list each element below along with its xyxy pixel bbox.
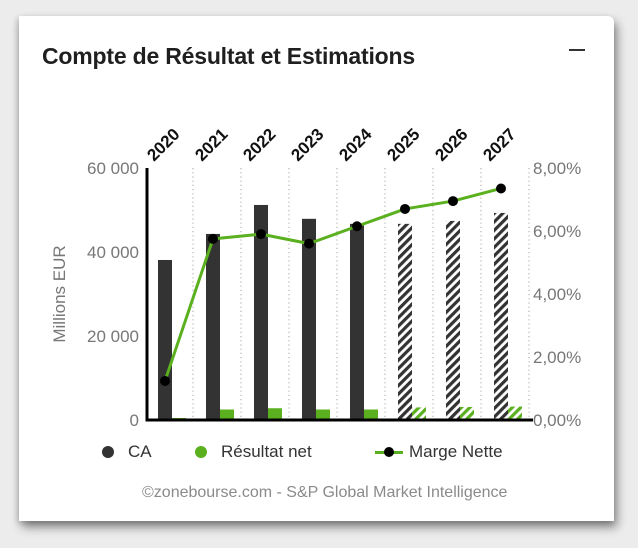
x-axis-year-label: 2021	[191, 125, 231, 165]
resultat-net-bar[interactable]	[268, 408, 282, 420]
right-axis-tick: 8,00%	[533, 159, 581, 178]
legend-item-resultat-net[interactable]: Résultat net	[195, 442, 312, 462]
source-credit: ©zonebourse.com - S&P Global Market Inte…	[142, 484, 508, 501]
chart-legend: CA Résultat net Marge Nette	[19, 442, 614, 466]
marge-nette-point[interactable]	[160, 375, 170, 386]
ca-bar[interactable]	[494, 212, 508, 420]
ca-bar[interactable]	[446, 220, 460, 420]
x-axis-year-label: 2026	[431, 125, 471, 165]
marge-nette-point[interactable]	[448, 196, 458, 207]
x-axis-year-label: 2025	[383, 125, 423, 165]
marge-nette-point[interactable]	[400, 203, 410, 214]
right-axis-tick: 0,00%	[533, 411, 581, 430]
resultat-net-bar[interactable]	[508, 406, 522, 420]
marge-nette-line	[160, 183, 506, 386]
left-axis-tick: 0	[130, 411, 139, 430]
left-axis-title: Millions EUR	[50, 245, 69, 342]
axes	[145, 168, 533, 422]
marge-nette-point[interactable]	[256, 229, 266, 240]
x-axis-year-label: 2020	[143, 125, 183, 165]
legend-line-icon	[375, 446, 403, 458]
ca-bar[interactable]	[302, 218, 316, 420]
legend-item-ca[interactable]: CA	[102, 442, 152, 462]
resultat-net-bar[interactable]	[364, 409, 378, 421]
chart-area: 0 20 000 40 000 60 000 0,00% 2,00% 4,00% 6,00% 8…	[50, 124, 581, 430]
minus-icon	[569, 49, 585, 51]
marge-nette-point[interactable]	[304, 238, 314, 249]
legend-dot-icon	[102, 446, 114, 458]
vertical-gridlines	[192, 168, 530, 420]
marge-nette-point[interactable]	[496, 183, 506, 194]
left-axis-tick: 60 000	[87, 159, 139, 178]
x-axis-year-label: 2022	[239, 125, 279, 165]
marge-nette-point[interactable]	[208, 233, 218, 244]
x-axis-year-label: 2023	[287, 125, 327, 165]
right-axis-tick: 2,00%	[533, 348, 581, 367]
ca-bar[interactable]	[206, 233, 220, 420]
legend-dot-icon	[195, 446, 207, 458]
left-axis-tick: 40 000	[87, 243, 139, 262]
resultat-net-bar[interactable]	[316, 409, 330, 421]
x-axis-year-label: 2024	[335, 124, 376, 165]
ca-bar[interactable]	[350, 223, 364, 420]
ca-bar[interactable]	[398, 223, 412, 420]
resultat-net-bar[interactable]	[220, 409, 234, 421]
right-axis-tick: 4,00%	[533, 285, 581, 304]
card-title: Compte de Résultat et Estimations	[42, 43, 415, 69]
marge-nette-point[interactable]	[352, 221, 362, 232]
ca-bar[interactable]	[158, 259, 172, 420]
legend-label: CA	[128, 442, 152, 461]
right-axis-tick: 6,00%	[533, 222, 581, 241]
ca-bar[interactable]	[254, 204, 268, 420]
left-axis-tick: 20 000	[87, 327, 139, 346]
x-axis-year-label: 2027	[479, 125, 519, 165]
collapse-button[interactable]	[568, 40, 588, 60]
legend-label: Marge Nette	[409, 442, 503, 461]
resultat-net-bar[interactable]	[460, 406, 474, 420]
income-statement-card: Compte de Résultat et Estimations 0 20 00…	[19, 16, 614, 521]
resultat-net-bar[interactable]	[412, 407, 426, 420]
legend-item-marge-nette[interactable]: Marge Nette	[375, 442, 503, 462]
legend-label: Résultat net	[221, 442, 312, 461]
